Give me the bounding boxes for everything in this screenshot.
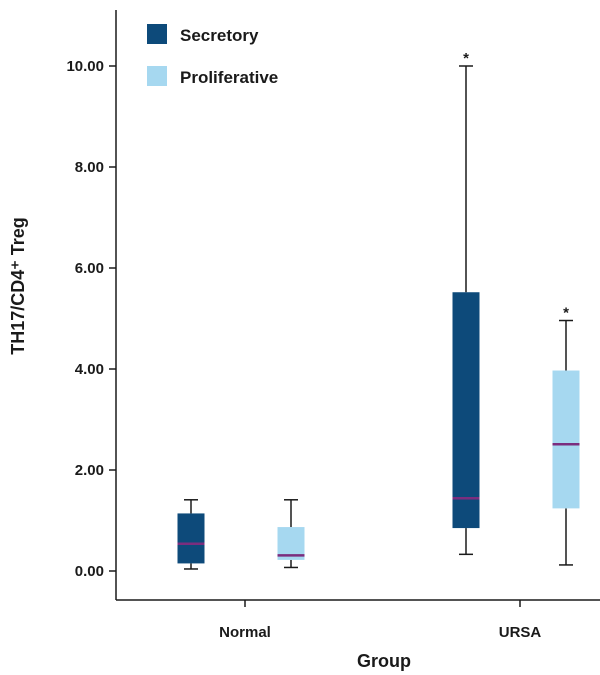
box-secretory-ursa: * [452, 50, 480, 556]
legend-swatch-proliferative [147, 66, 167, 86]
iqr-box [552, 370, 580, 509]
y-tick-label: 10.00 [66, 58, 104, 75]
significance-marker: * [463, 50, 469, 67]
box-secretory-normal [177, 499, 205, 570]
legend-label-secretory: Secretory [180, 26, 259, 45]
box-proliferative-normal [277, 499, 305, 569]
legend-swatch-secretory [147, 24, 167, 44]
significance-marker: * [563, 305, 569, 322]
legend-label-proliferative: Proliferative [180, 68, 278, 87]
chart-legend: Secretory Proliferative [147, 24, 278, 87]
y-tick-label: 8.00 [75, 159, 104, 176]
y-axis-title: TH17/CD4⁺ Treg [8, 217, 28, 355]
iqr-box [177, 513, 205, 564]
x-tick-label: URSA [499, 624, 542, 641]
box-proliferative-ursa: * [552, 305, 580, 566]
y-tick-label: 6.00 [75, 260, 104, 277]
y-tick-label: 4.00 [75, 361, 104, 378]
iqr-box [452, 292, 480, 529]
x-tick-label: Normal [219, 624, 271, 641]
y-axis-ticks: 0.00 2.00 4.00 6.00 8.00 10.00 [66, 58, 116, 580]
y-tick-label: 0.00 [75, 563, 104, 580]
x-axis-ticks: Normal URSA [219, 600, 541, 641]
x-axis-title: Group [357, 651, 411, 671]
box-plot-series: ** [177, 50, 580, 570]
y-tick-label: 2.00 [75, 462, 104, 479]
